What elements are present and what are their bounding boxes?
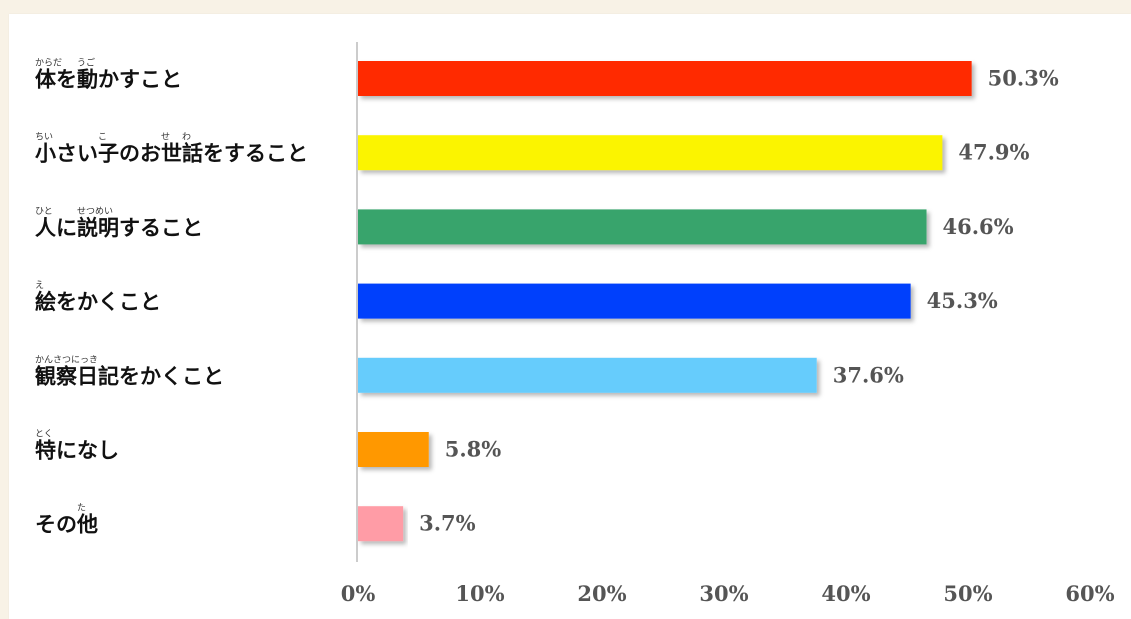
category-label-3: 絵をかくこと [35, 290, 161, 314]
ruby-2-0: ひと [35, 206, 53, 217]
x-tick-label-3: 30% [699, 581, 748, 606]
ruby-6-0: た [77, 503, 86, 514]
value-label-4: 37.6% [833, 362, 904, 387]
ruby-3-0: え [35, 280, 44, 291]
value-label-0: 50.3% [988, 66, 1059, 91]
value-label-3: 45.3% [927, 288, 998, 313]
value-label-2: 46.6% [943, 214, 1014, 239]
x-tick-label-1: 10% [455, 581, 504, 606]
x-tick-label-0: 0% [341, 581, 376, 606]
ruby-1-1: こ [98, 133, 107, 143]
category-label-4: 観察日記をかくこと [35, 364, 224, 388]
category-label-6: その他 [35, 513, 98, 537]
x-axis-ticks: 0% 10% 20% 30% 40% 50% 60% [341, 581, 1115, 606]
x-tick-label-2: 20% [577, 581, 626, 606]
ruby-5-0: とく [35, 429, 53, 440]
ruby-2-1: せつめい [77, 206, 113, 217]
ruby-4-0: かんさつにっき [35, 354, 98, 365]
bar-1 [358, 135, 943, 171]
ruby-0-0: からだ [35, 58, 62, 69]
category-label-1: 小さい子のお世話をすること [35, 142, 308, 166]
x-tick-label-5: 50% [943, 581, 992, 606]
value-label-6: 3.7% [419, 511, 476, 536]
category-label-5: 特になし [35, 439, 119, 463]
ruby-1-3: わ [182, 132, 191, 143]
category-label-2: 人に説明すること [35, 216, 203, 240]
bar-2 [358, 209, 927, 245]
category-label-0: 体を動かすこと [35, 68, 182, 92]
bars-group: 50.3% 47.9% 46.6% 45.3% 37.6% 5.8% 3.7% [358, 61, 1059, 542]
bar-0 [358, 61, 972, 96]
x-tick-label-4: 40% [821, 581, 870, 606]
ruby-1-0: ちい [35, 132, 53, 143]
bar-4 [358, 357, 817, 393]
bar-6 [358, 506, 404, 542]
ruby-0-1: うご [77, 57, 95, 69]
ruby-1-2: せ [161, 132, 170, 143]
bar-5 [358, 432, 429, 467]
x-tick-label-6: 60% [1065, 581, 1114, 606]
value-label-5: 5.8% [445, 437, 502, 462]
value-label-1: 47.9% [958, 140, 1029, 165]
bar-3 [358, 283, 911, 319]
